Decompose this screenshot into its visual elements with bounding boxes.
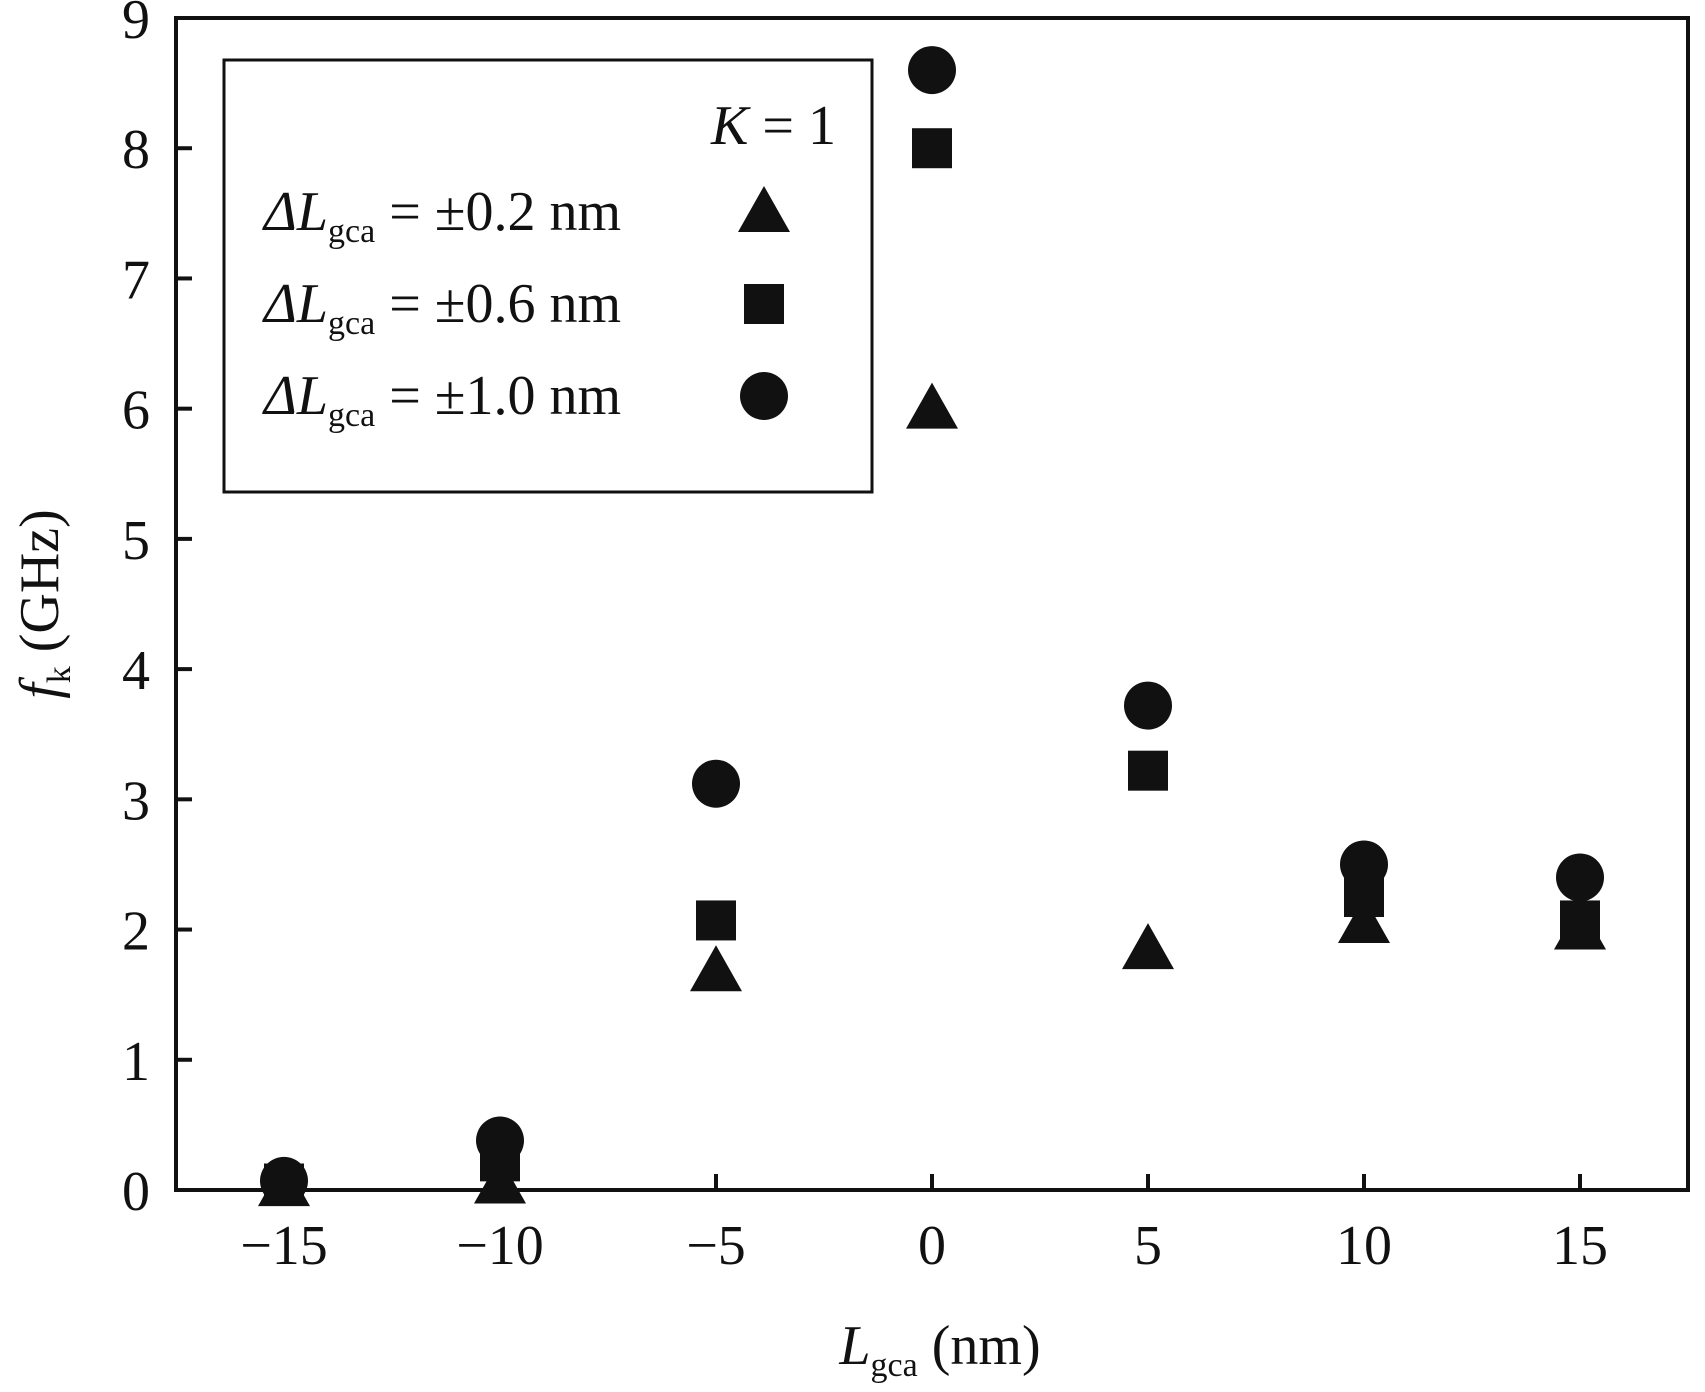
legend-label: ΔLgca = ±1.0 nm: [262, 365, 621, 434]
legend-title-rest: = 1: [748, 95, 836, 157]
x-axis-label-unit: (nm): [932, 1315, 1041, 1377]
circle-point: [476, 1116, 524, 1165]
y-axis-label: fk(GHz): [9, 509, 78, 699]
legend-label: ΔLgca = ±0.2 nm: [262, 181, 621, 250]
x-tick-label: 5: [1134, 1215, 1162, 1277]
y-tick-label: 7: [122, 249, 150, 311]
square-point: [912, 128, 952, 169]
triangle-point: [1338, 897, 1390, 944]
square-point: [1560, 900, 1600, 941]
y-tick-label: 5: [122, 510, 150, 572]
legend-marker-triangle: [738, 186, 790, 232]
legend-label-prefix: ΔL: [262, 273, 328, 335]
x-axis-label: Lgca (nm): [838, 1315, 1040, 1384]
legend-label: ΔLgca = ±0.6 nm: [262, 273, 621, 342]
circle-point: [908, 46, 956, 95]
y-tick-label: 9: [122, 0, 150, 51]
circle-point: [692, 759, 740, 808]
x-axis-label-sub: gca: [871, 1347, 918, 1384]
legend-label-suffix: = ±0.6 nm: [375, 273, 621, 335]
points-layer: [258, 46, 1606, 1207]
y-tick-label: 3: [122, 770, 150, 832]
plot-frame: [174, 16, 1690, 1192]
y-axis-label-unit: (GHz): [9, 509, 71, 652]
square-point: [1128, 750, 1168, 791]
legend-label-sub: gca: [328, 305, 375, 342]
y-tick-label: 2: [122, 901, 150, 963]
x-tick-label: −10: [456, 1215, 544, 1277]
legend-label-prefix: ΔL: [262, 365, 328, 427]
triangle-point: [690, 945, 742, 992]
y-tick-label: 8: [122, 119, 150, 181]
y-tick-label: 0: [122, 1161, 150, 1223]
x-axis-label-main: L: [838, 1315, 870, 1377]
legend-title-var: K: [710, 95, 751, 157]
legend-label-suffix: = ±1.0 nm: [375, 365, 621, 427]
legend-label-sub: gca: [328, 213, 375, 250]
series-triangle: [258, 382, 1606, 1207]
legend-label-sub: gca: [328, 397, 375, 434]
y-tick-label: 1: [122, 1031, 150, 1093]
triangle-point: [1122, 923, 1174, 970]
y-tick-label: 6: [122, 380, 150, 442]
x-tick-label: 10: [1336, 1215, 1392, 1277]
circle-point: [260, 1156, 308, 1205]
circle-point: [1124, 681, 1172, 730]
legend-label-suffix: = ±0.2 nm: [375, 181, 621, 243]
legend-title: K = 1: [710, 95, 836, 157]
circle-point: [1340, 840, 1388, 889]
x-tick-label: 0: [918, 1215, 946, 1277]
x-tick-label: −5: [686, 1215, 746, 1277]
x-tick-label: −15: [240, 1215, 328, 1277]
y-tick-label: 4: [122, 640, 150, 702]
x-tick-label: 15: [1552, 1215, 1608, 1277]
ticks-layer: −15 −10 −5 0 5 10 15 0 1 2 3 4 5 6 7 8 9: [122, 0, 1608, 1277]
y-axis-label-sub: k: [41, 666, 78, 683]
legend-label-prefix: ΔL: [262, 181, 328, 243]
square-point: [696, 900, 736, 941]
circle-point: [1556, 853, 1604, 902]
series-circle: [260, 46, 1604, 1205]
triangle-point: [906, 382, 958, 429]
legend-marker-circle: [740, 372, 788, 420]
legend-marker-square: [744, 284, 784, 324]
